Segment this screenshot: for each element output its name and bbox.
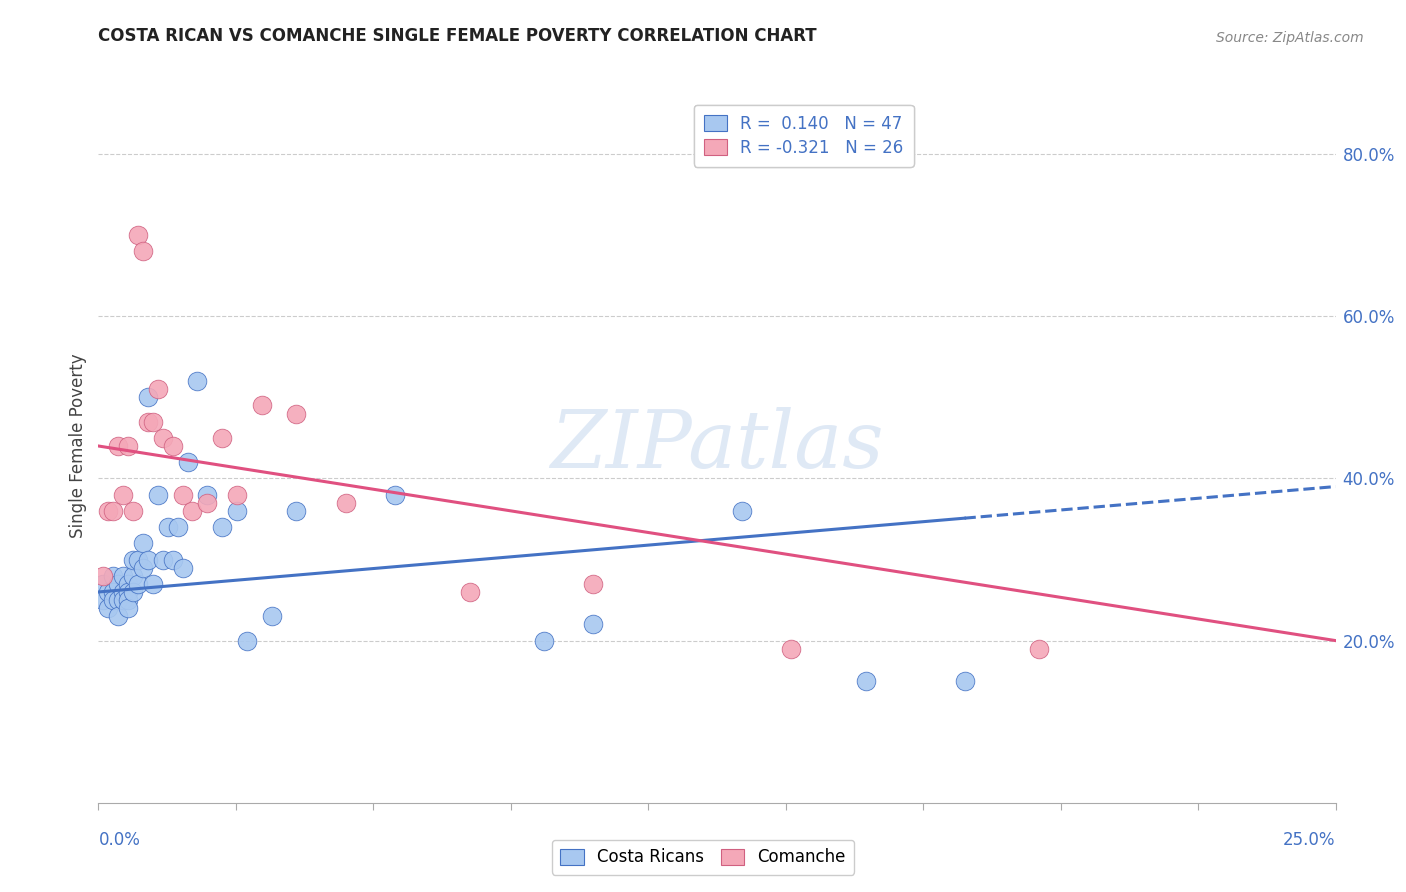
Point	[132, 536, 155, 550]
Point	[127, 228, 149, 243]
Point	[285, 407, 308, 421]
Point	[136, 415, 159, 429]
Point	[117, 601, 139, 615]
Point	[97, 504, 120, 518]
Point	[146, 488, 169, 502]
Point	[103, 593, 125, 607]
Point	[582, 617, 605, 632]
Point	[458, 585, 481, 599]
Point	[112, 568, 135, 582]
Point	[176, 455, 198, 469]
Point	[117, 593, 139, 607]
Point	[855, 674, 877, 689]
Point	[211, 431, 233, 445]
Point	[582, 577, 605, 591]
Point	[112, 585, 135, 599]
Text: Source: ZipAtlas.com: Source: ZipAtlas.com	[1216, 30, 1364, 45]
Point	[211, 520, 233, 534]
Point	[181, 504, 204, 518]
Legend: Costa Ricans, Comanche: Costa Ricans, Comanche	[553, 840, 853, 875]
Point	[127, 552, 149, 566]
Point	[172, 560, 194, 574]
Point	[260, 609, 283, 624]
Point	[162, 439, 184, 453]
Point	[107, 577, 129, 591]
Point	[112, 593, 135, 607]
Point	[93, 593, 115, 607]
Point	[132, 244, 155, 259]
Point	[117, 585, 139, 599]
Point	[93, 568, 115, 582]
Point	[285, 504, 308, 518]
Text: COSTA RICAN VS COMANCHE SINGLE FEMALE POVERTY CORRELATION CHART: COSTA RICAN VS COMANCHE SINGLE FEMALE PO…	[98, 27, 817, 45]
Y-axis label: Single Female Poverty: Single Female Poverty	[69, 354, 87, 538]
Point	[107, 439, 129, 453]
Point	[1028, 641, 1050, 656]
Point	[93, 577, 115, 591]
Point	[103, 585, 125, 599]
Point	[236, 633, 259, 648]
Point	[103, 568, 125, 582]
Point	[142, 577, 165, 591]
Point	[731, 504, 754, 518]
Point	[127, 577, 149, 591]
Text: 0.0%: 0.0%	[98, 831, 141, 849]
Point	[335, 496, 357, 510]
Point	[186, 374, 208, 388]
Text: ZIPatlas: ZIPatlas	[550, 408, 884, 484]
Point	[533, 633, 555, 648]
Point	[780, 641, 803, 656]
Point	[122, 504, 145, 518]
Point	[107, 593, 129, 607]
Point	[122, 568, 145, 582]
Point	[117, 577, 139, 591]
Point	[142, 415, 165, 429]
Point	[136, 552, 159, 566]
Point	[172, 488, 194, 502]
Point	[97, 585, 120, 599]
Text: 25.0%: 25.0%	[1284, 831, 1336, 849]
Point	[195, 488, 218, 502]
Point	[107, 609, 129, 624]
Point	[132, 560, 155, 574]
Legend: R =  0.140   N = 47, R = -0.321   N = 26: R = 0.140 N = 47, R = -0.321 N = 26	[693, 104, 914, 167]
Point	[384, 488, 406, 502]
Point	[122, 585, 145, 599]
Point	[146, 382, 169, 396]
Point	[117, 439, 139, 453]
Point	[226, 504, 249, 518]
Point	[250, 399, 273, 413]
Point	[156, 520, 179, 534]
Point	[953, 674, 976, 689]
Point	[162, 552, 184, 566]
Point	[112, 488, 135, 502]
Point	[97, 601, 120, 615]
Point	[152, 431, 174, 445]
Point	[166, 520, 188, 534]
Point	[152, 552, 174, 566]
Point	[103, 504, 125, 518]
Point	[195, 496, 218, 510]
Point	[226, 488, 249, 502]
Point	[122, 552, 145, 566]
Point	[136, 390, 159, 404]
